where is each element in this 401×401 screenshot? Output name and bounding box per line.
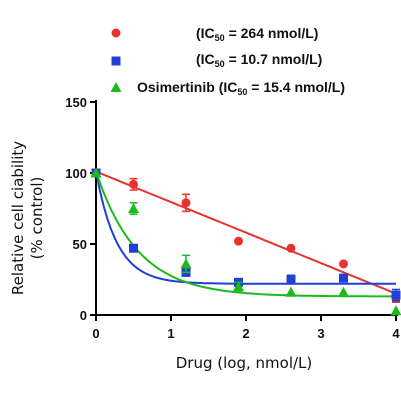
legend-label-ic10-7: (IC50 = 10.7 nmol/L) xyxy=(196,51,322,69)
x-ticks: 0 1 2 3 4 xyxy=(92,315,400,341)
y-tick-label: 150 xyxy=(65,95,87,110)
x-tick-label: 0 xyxy=(92,326,99,341)
data-point-triangle xyxy=(180,258,192,269)
data-point-circle xyxy=(181,198,191,208)
x-tick-label: 1 xyxy=(167,326,174,341)
data-point-triangle xyxy=(128,203,139,213)
data-point-square xyxy=(339,273,348,283)
x-tick-label: 2 xyxy=(242,326,249,341)
y-axis-title-line2: (% control) xyxy=(28,177,46,260)
fit-line-series-0 xyxy=(95,170,397,295)
y-tick-label: 50 xyxy=(73,237,87,252)
y-tick-label: 100 xyxy=(65,166,87,181)
legend-label-ic264: (IC50 = 264 nmol/L) xyxy=(196,25,318,43)
y-ticks: 0 50 100 150 xyxy=(65,95,96,323)
data-point-square xyxy=(391,290,401,300)
data-point-circle xyxy=(339,259,348,269)
legend: (IC50 = 264 nmol/L) (IC50 = 10.7 nmol/L)… xyxy=(110,25,345,97)
data-point-square xyxy=(129,243,138,253)
legend-marker-square xyxy=(111,56,121,66)
data-point-triangle xyxy=(338,286,349,297)
data-point-square xyxy=(286,275,296,284)
legend-entry-ic264: (IC50 = 264 nmol/L) xyxy=(111,25,318,43)
legend-entry-ic10-7: (IC50 = 10.7 nmol/L) xyxy=(111,51,322,69)
legend-sub: 50 xyxy=(237,87,247,97)
legend-marker-circle xyxy=(111,28,121,38)
fit-line-series-1 xyxy=(95,171,396,285)
data-point-circle xyxy=(129,179,138,189)
data-point-triangle xyxy=(285,286,297,297)
legend-sub: 50 xyxy=(215,59,225,69)
legend-sub: 50 xyxy=(215,33,225,43)
legend-entry-osimertinib: Osimertinib (IC50 = 15.4 nmol/L) xyxy=(110,79,345,97)
data-point-circle xyxy=(286,243,296,253)
y-axis-title-line1: Relative cell ciability xyxy=(9,141,27,295)
data-points xyxy=(90,167,401,316)
x-axis-title: Drug (log, nmol/L) xyxy=(176,354,313,372)
y-axis-title: Relative cell ciability (% control) xyxy=(9,141,46,295)
legend-marker-triangle xyxy=(110,82,122,92)
data-point-triangle xyxy=(390,305,401,316)
x-tick-label: 4 xyxy=(392,326,400,341)
y-tick-label: 0 xyxy=(80,308,87,323)
x-tick-label: 3 xyxy=(317,326,324,341)
data-point-circle xyxy=(234,236,243,246)
fit-lines xyxy=(95,170,397,298)
data-point-triangle xyxy=(233,281,244,292)
data-point-triangle xyxy=(90,167,102,178)
legend-label-osimertinib: Osimertinib (IC50 = 15.4 nmol/L) xyxy=(137,79,345,97)
